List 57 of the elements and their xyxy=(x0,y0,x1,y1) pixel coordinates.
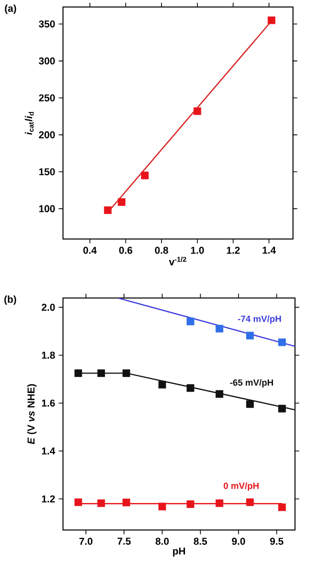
point xyxy=(97,369,105,377)
point xyxy=(216,324,224,332)
x-tick-label: 7.5 xyxy=(118,538,131,545)
x-tick-label: 1.2 xyxy=(226,246,240,254)
point xyxy=(97,499,105,507)
chart-title: (b) xyxy=(4,296,16,305)
point xyxy=(158,502,166,510)
point xyxy=(158,380,166,388)
y-tick-label: 150 xyxy=(39,168,55,176)
y-axis-title: i$_{cat}$/i$_{d}$ xyxy=(24,112,34,135)
point xyxy=(278,404,286,412)
y-tick-label: 2.0 xyxy=(42,304,55,311)
x-axis-title: v$^{-1/2}$ xyxy=(169,256,186,266)
annotation: -65 mV/pH xyxy=(230,379,273,388)
x-axis-title: pH xyxy=(173,548,185,557)
point xyxy=(216,499,224,507)
y-tick-label: 1.8 xyxy=(42,352,55,359)
point xyxy=(74,498,82,506)
point xyxy=(118,198,126,206)
point xyxy=(246,498,254,506)
y-tick-label: 1.2 xyxy=(42,495,55,502)
point xyxy=(216,390,224,398)
point xyxy=(246,332,254,340)
chart-title: (a) xyxy=(4,4,16,14)
x-tick-label: 1.4 xyxy=(262,246,276,254)
y-axis-title: E (V vs NHE) xyxy=(27,384,37,444)
point xyxy=(186,500,194,508)
x-tick-label: 8.5 xyxy=(194,538,208,545)
point xyxy=(122,369,130,377)
point xyxy=(104,206,112,214)
y-tick-label: 1.4 xyxy=(42,448,56,454)
x-tick-label: 0.4 xyxy=(83,246,97,254)
point xyxy=(246,400,254,408)
annotation: 0 mV/pH xyxy=(224,482,259,491)
x-tick-label: 1.0 xyxy=(191,246,204,254)
point xyxy=(186,318,194,326)
y-tick-label: 350 xyxy=(38,20,55,28)
x-tick-label: 9.5 xyxy=(270,538,284,545)
point xyxy=(278,503,286,512)
y-tick-label: 200 xyxy=(38,131,55,138)
y-tick-label: 250 xyxy=(38,94,55,102)
point xyxy=(186,384,194,392)
y-tick-label: 100 xyxy=(39,205,55,212)
annotation: -74 mV/pH xyxy=(238,315,281,324)
x-tick-label: 7.0 xyxy=(79,538,92,545)
y-tick-label: 1.6 xyxy=(42,400,55,407)
point xyxy=(141,172,149,180)
x-tick-label: 8.0 xyxy=(156,538,169,545)
point xyxy=(74,369,82,377)
point xyxy=(194,107,202,115)
x-tick-label: 0.8 xyxy=(154,246,168,254)
y-tick-label: 300 xyxy=(38,57,55,64)
point xyxy=(122,498,130,506)
point xyxy=(278,338,286,346)
x-tick-label: 9.0 xyxy=(232,538,246,545)
point xyxy=(268,16,276,24)
x-tick-label: 0.6 xyxy=(119,246,132,254)
